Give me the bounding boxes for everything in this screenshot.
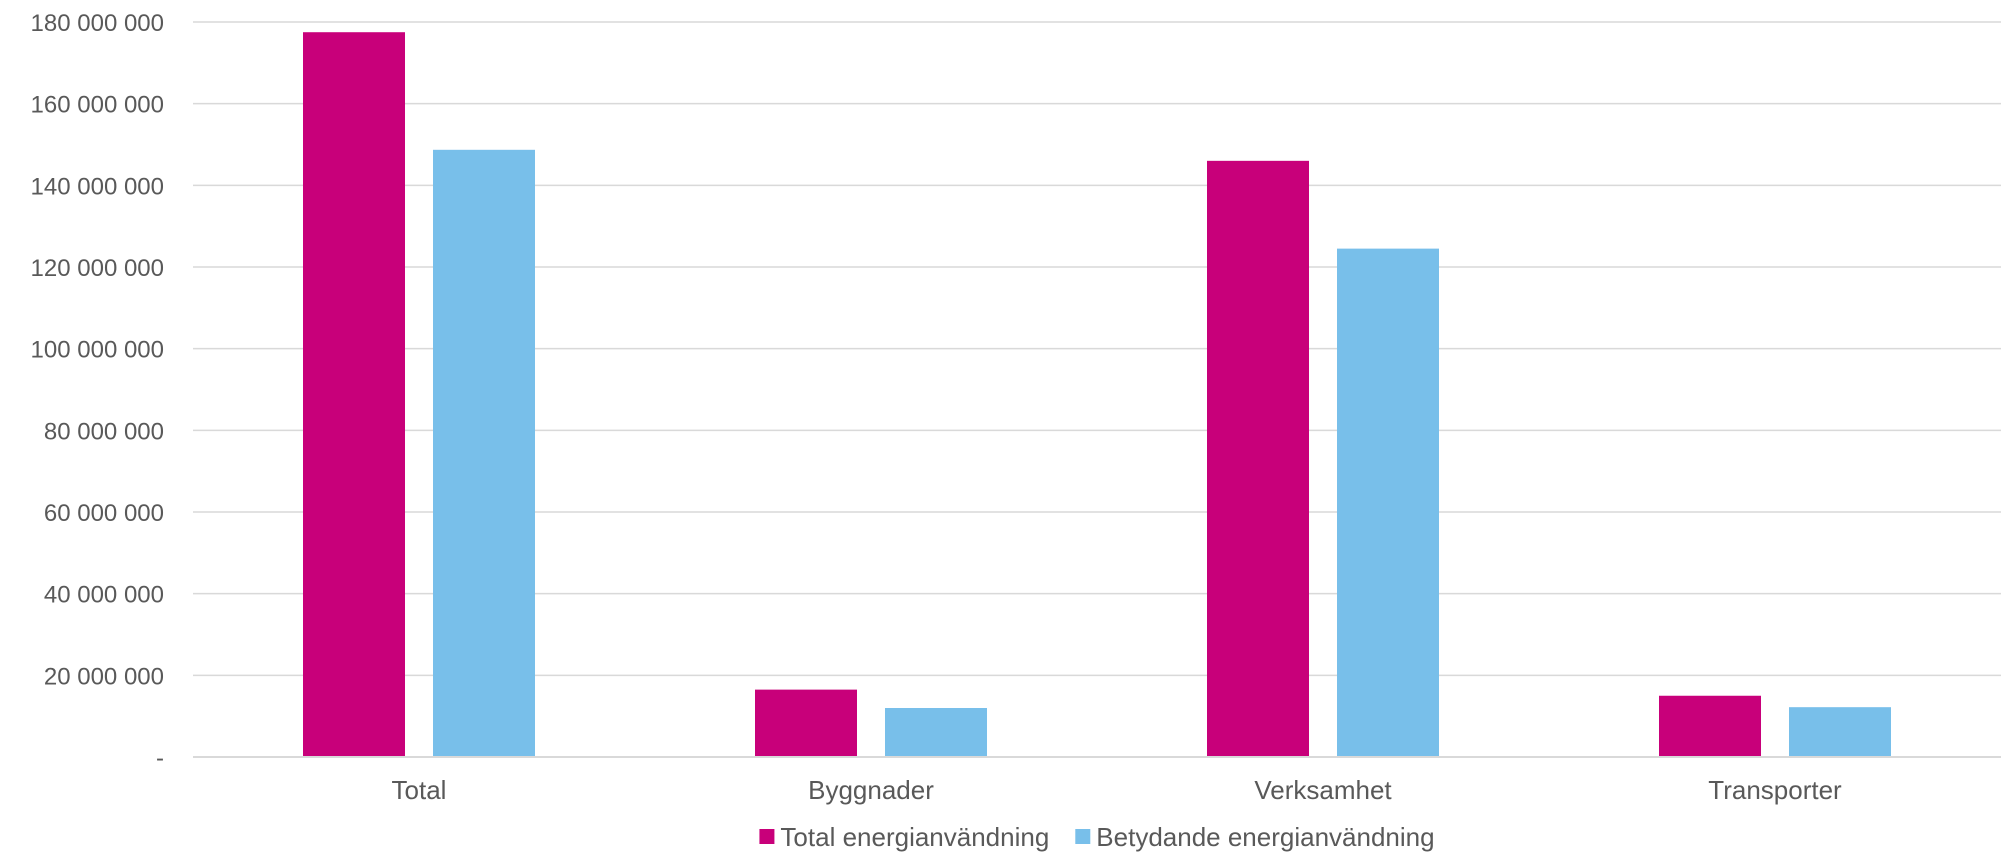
x-category-label: Total [392,775,447,805]
y-tick-label: 80 000 000 [44,418,164,445]
y-tick-label: 120 000 000 [31,255,164,282]
y-tick-label: 60 000 000 [44,500,164,527]
y-tick-label: 40 000 000 [44,582,164,609]
bar-total-series-2 [433,149,535,757]
bar-transporter-series-1 [1659,695,1761,757]
y-tick-label: 140 000 000 [31,173,164,200]
legend-swatch-series-2 [1075,829,1091,844]
legend-label: Betydande energianvändning [1096,822,1434,852]
x-category-label: Transporter [1708,775,1842,805]
y-tick-label: 180 000 000 [31,10,164,37]
y-tick-label: 100 000 000 [31,337,164,364]
y-axis-tick-labels: - 20 000 000 40 000 000 60 000 000 80 000 00… [31,10,164,772]
x-category-label: Byggnader [808,775,934,805]
x-axis-category-labels: Total Byggnader Verksamhet Transporter [392,775,1843,805]
bar-verksamhet-series-2 [1337,248,1439,757]
y-tick-label: - [156,745,164,772]
x-category-label: Verksamhet [1254,775,1392,805]
legend: Total energianvändning Betydande energian… [759,822,1435,852]
legend-label: Total energianvändning [780,822,1049,852]
bar-transporter-series-2 [1789,707,1891,757]
bar-verksamhet-series-1 [1207,160,1309,758]
bar-total-series-1 [303,32,405,758]
bar-byggnader-series-1 [755,689,857,757]
bar-byggnader-series-2 [885,708,987,757]
y-tick-label: 20 000 000 [44,663,164,690]
y-tick-label: 160 000 000 [31,92,164,119]
legend-swatch-series-1 [759,829,775,844]
bars [303,32,1891,758]
